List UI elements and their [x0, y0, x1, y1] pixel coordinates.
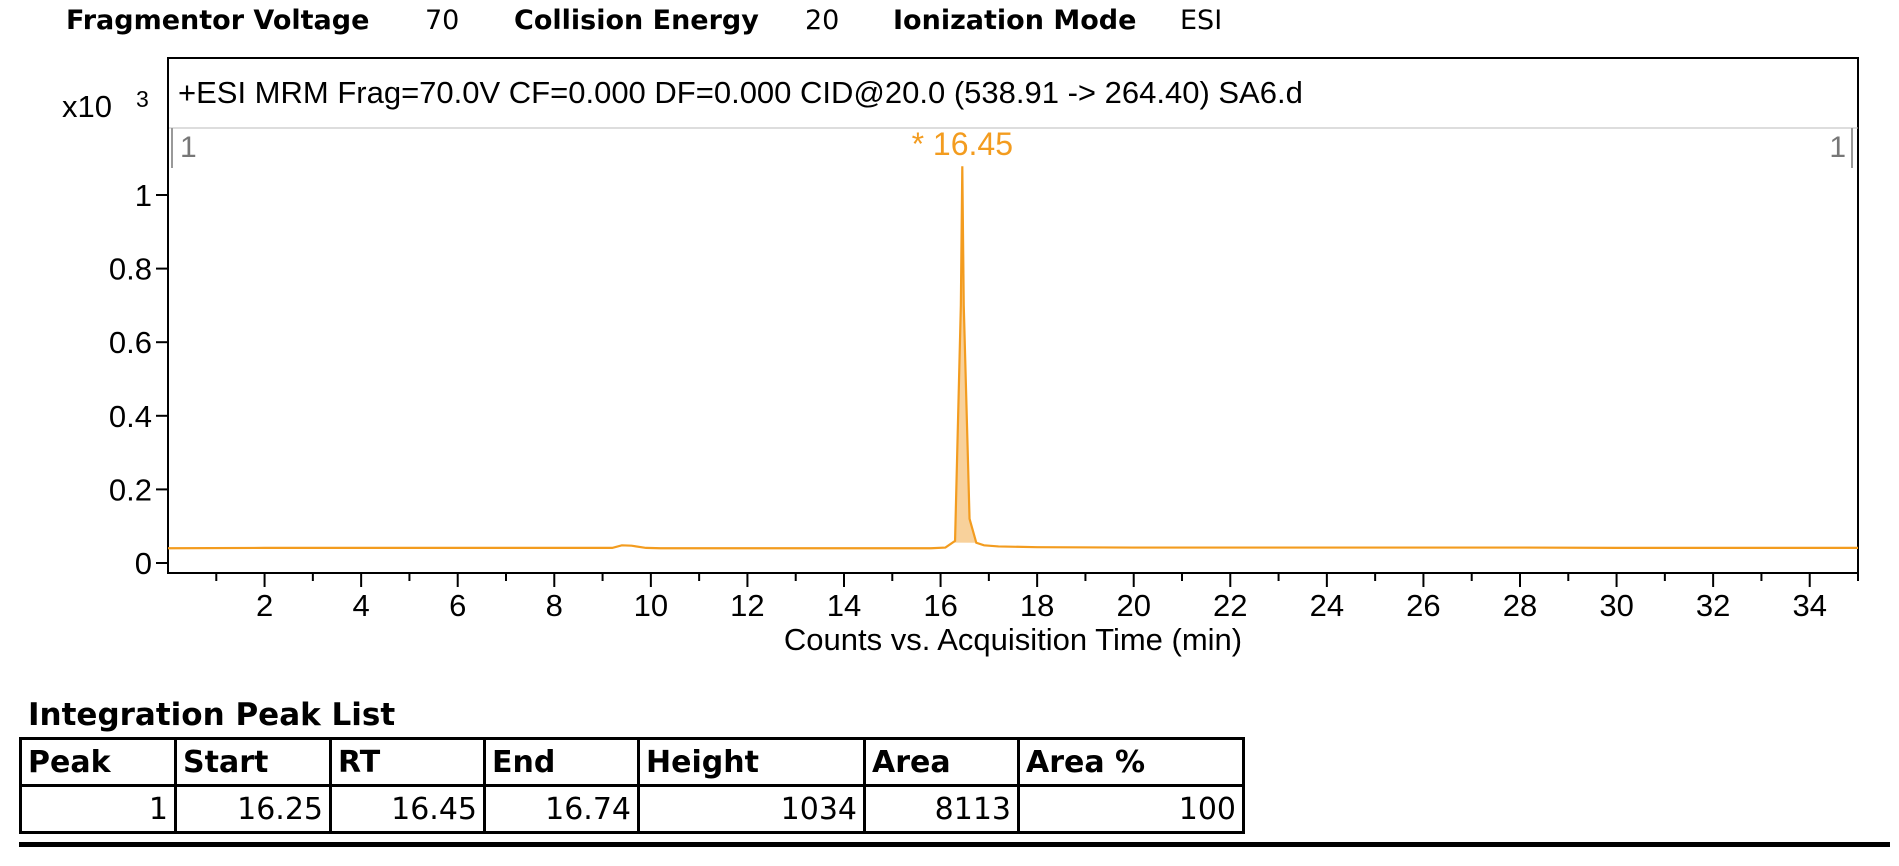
column-header-end: End [483, 737, 640, 787]
column-header-rt: RT [329, 737, 486, 787]
y-tick-label: 0.2 [109, 472, 152, 507]
x-tick-label: 2 [256, 588, 273, 623]
peak-table: Peak Start RT End Height Area Area % 1 1… [19, 737, 1245, 834]
series-line [167, 166, 1858, 550]
chromatogram-chart: +ESI MRM Frag=70.0V CF=0.000 DF=0.000 CI… [62, 57, 1859, 657]
bottom-rule [19, 842, 1890, 847]
cell-height: 1034 [637, 784, 866, 834]
column-header-area: Area [863, 737, 1020, 787]
cell-rt: 16.45 [329, 784, 486, 834]
column-header-area-percent: Area % [1017, 737, 1245, 787]
ionization-mode-label: Ionization Mode [893, 5, 1137, 36]
x-axis-label: Counts vs. Acquisition Time (min) [784, 622, 1242, 657]
x-tick-label: 16 [923, 588, 957, 623]
x-tick-label: 34 [1792, 588, 1826, 623]
fragmentor-voltage-value: 70 [425, 5, 460, 36]
y-tick-label: 0.4 [109, 399, 152, 434]
y-multiplier: x10 [62, 89, 112, 124]
cell-start: 16.25 [174, 784, 332, 834]
x-tick-label: 12 [730, 588, 764, 623]
peak-table-header-row: Peak Start RT End Height Area Area % [19, 737, 1245, 787]
x-tick-label: 10 [634, 588, 668, 623]
y-exponent: 3 [136, 86, 149, 112]
peak-annotation: * 16.45 [912, 126, 1013, 162]
x-tick-label: 8 [546, 588, 563, 623]
y-tick-label: 0.8 [109, 252, 152, 287]
column-header-start: Start [174, 737, 332, 787]
x-tick-label: 32 [1696, 588, 1730, 623]
table-row: 1 16.25 16.45 16.74 1034 8113 100 [19, 784, 1245, 834]
column-header-peak: Peak [19, 737, 177, 787]
ionization-mode-value: ESI [1180, 5, 1223, 36]
y-tick-label: 0.6 [109, 325, 152, 360]
cursor-marker-left: 1 [180, 131, 197, 164]
x-tick-label: 28 [1503, 588, 1537, 623]
x-tick-label: 26 [1406, 588, 1440, 623]
cell-area-percent: 100 [1017, 784, 1245, 834]
x-tick-label: 20 [1116, 588, 1150, 623]
y-tick-label: 1 [135, 178, 152, 213]
x-tick-label: 4 [353, 588, 370, 623]
cursor-marker-right: 1 [1829, 131, 1846, 164]
x-tick-label: 18 [1020, 588, 1054, 623]
peak-list-title: Integration Peak List [28, 697, 396, 733]
collision-energy-label: Collision Energy [514, 5, 759, 36]
column-header-height: Height [637, 737, 866, 787]
collision-energy-value: 20 [805, 5, 840, 36]
x-tick-label: 24 [1310, 588, 1344, 623]
y-tick-label: 0 [135, 546, 152, 581]
x-tick-label: 6 [449, 588, 466, 623]
x-tick-label: 30 [1599, 588, 1633, 623]
chart-title: +ESI MRM Frag=70.0V CF=0.000 DF=0.000 CI… [178, 75, 1303, 110]
x-tick-label: 22 [1213, 588, 1247, 623]
cell-area: 8113 [863, 784, 1020, 834]
cell-end: 16.74 [483, 784, 640, 834]
cell-peak: 1 [19, 784, 177, 834]
fragmentor-voltage-label: Fragmentor Voltage [66, 5, 370, 36]
x-tick-label: 14 [827, 588, 861, 623]
